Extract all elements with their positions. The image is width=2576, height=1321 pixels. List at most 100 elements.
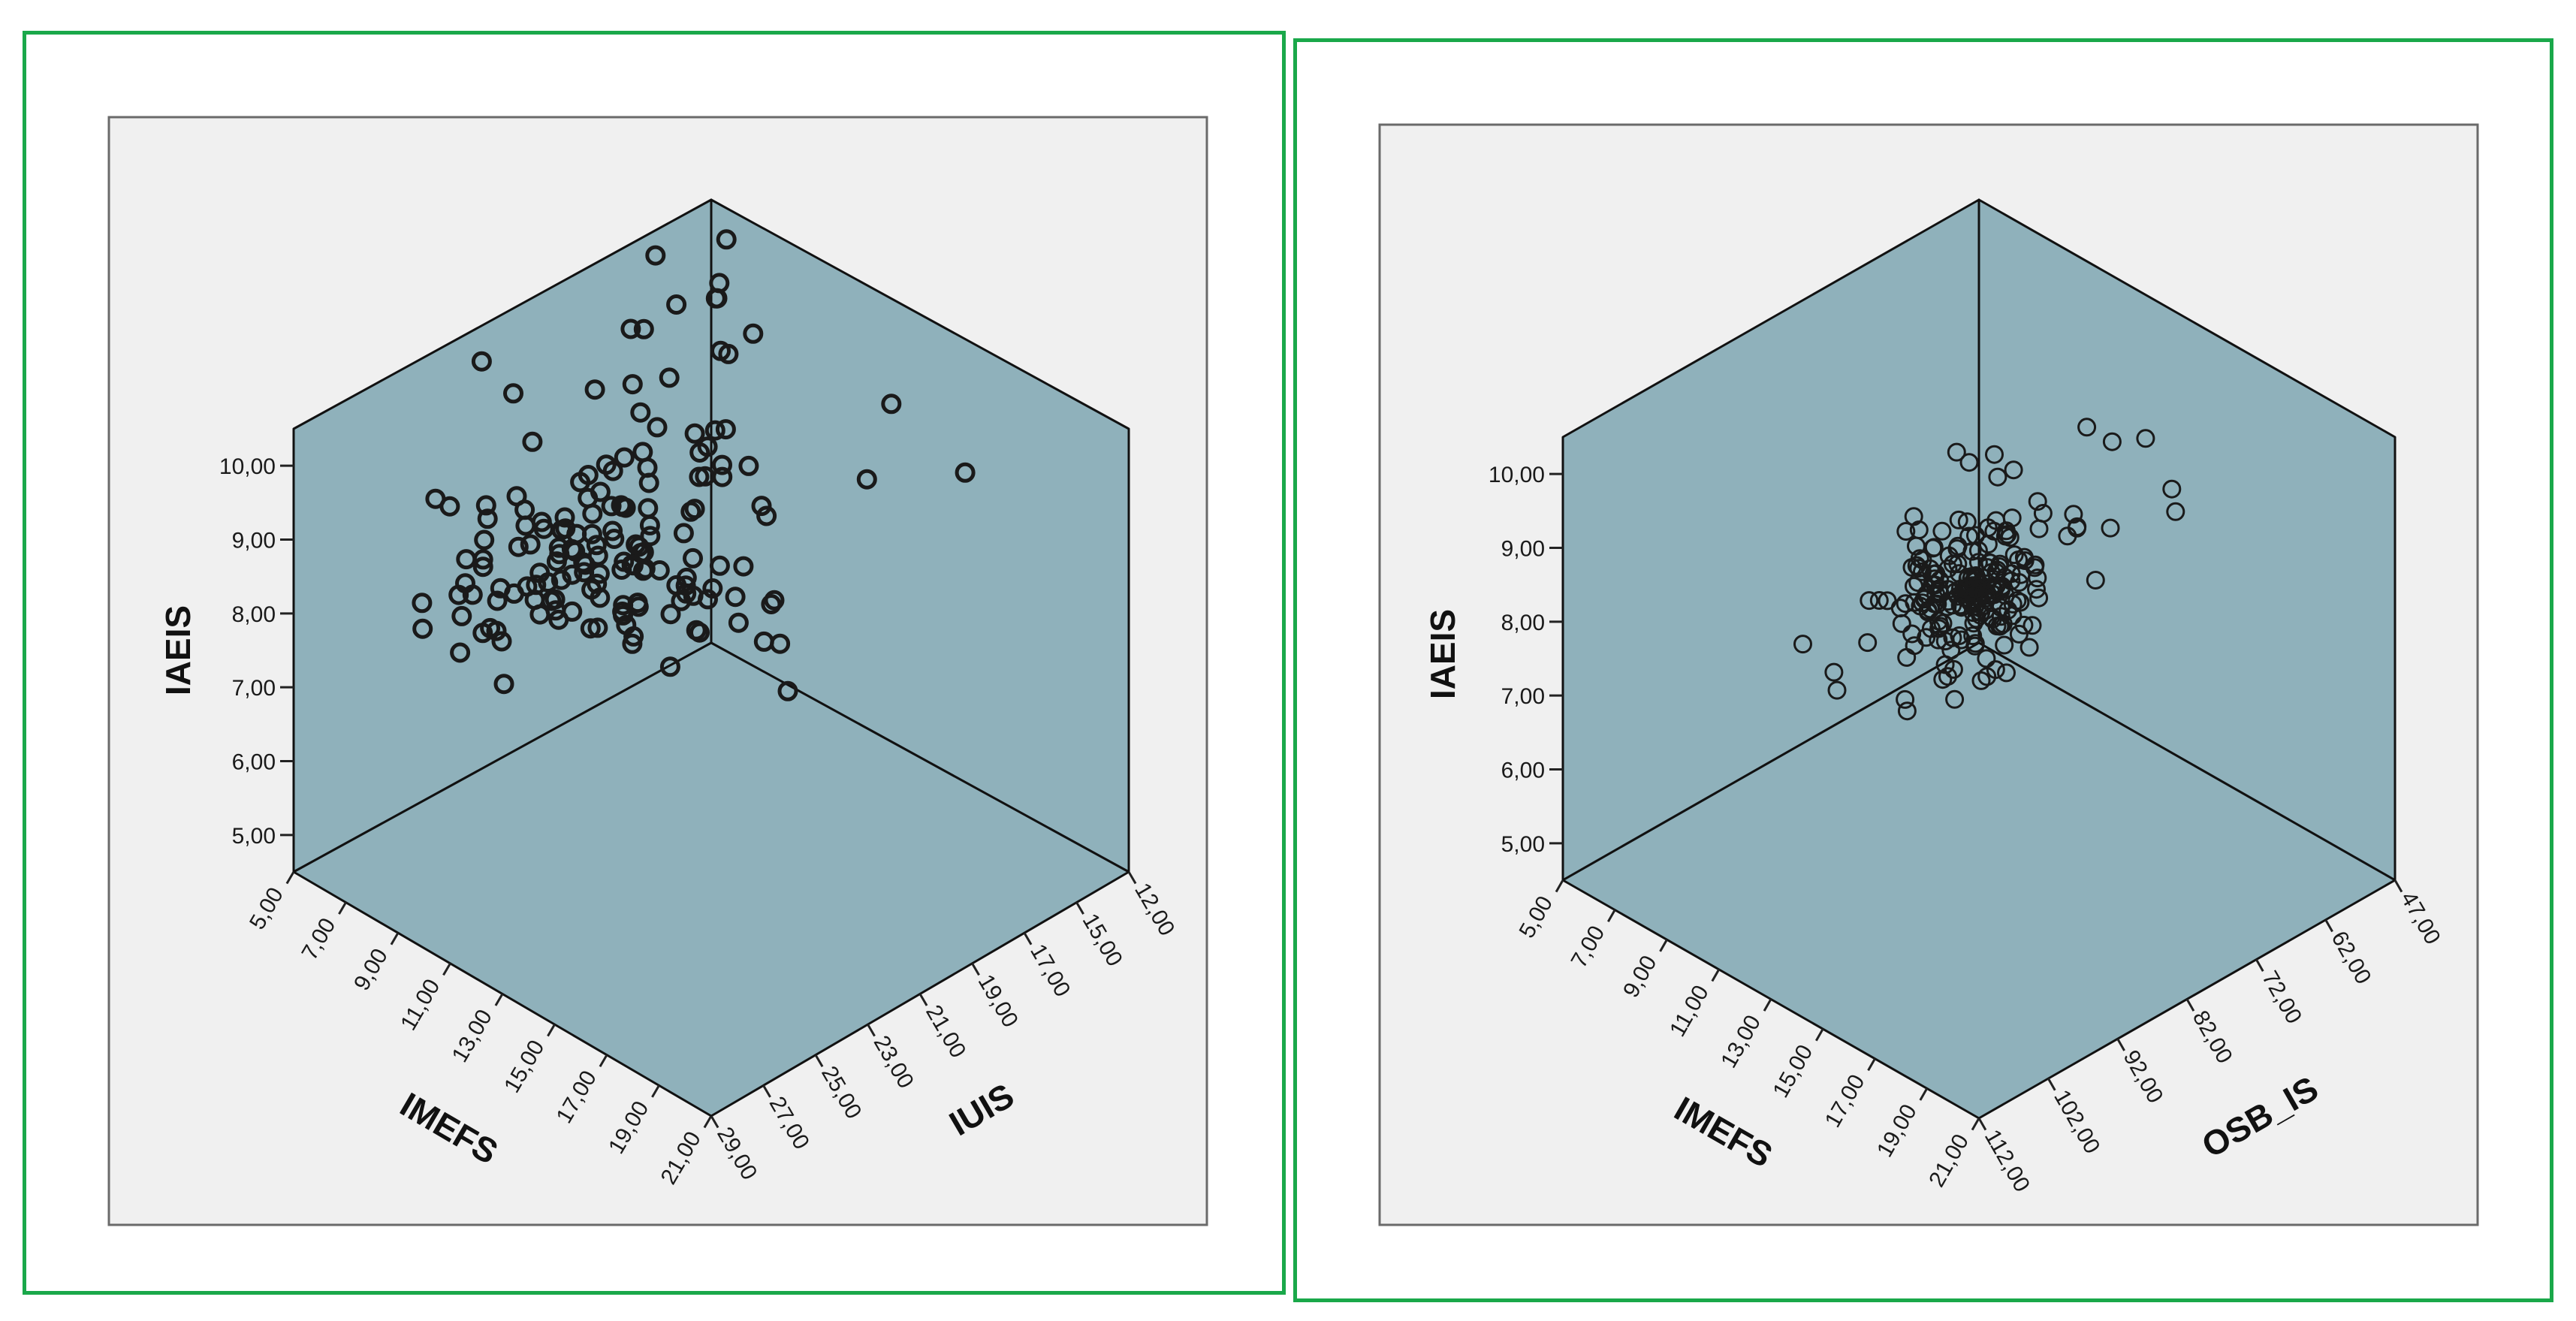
- data-point: [1948, 554, 1968, 574]
- data-point: [2004, 460, 2023, 480]
- z-tick: [1075, 901, 1084, 915]
- z-tick: [2324, 919, 2333, 933]
- data-point: [702, 578, 723, 599]
- data-point: [493, 674, 514, 695]
- data-point: [777, 680, 798, 701]
- data-point: [645, 245, 666, 266]
- data-point: [584, 379, 605, 400]
- data-point: [1993, 614, 2013, 634]
- data-point: [486, 620, 507, 641]
- data-point: [1896, 522, 1916, 541]
- data-point: [474, 529, 495, 550]
- z-tick: [710, 1115, 719, 1129]
- data-point: [1965, 634, 1985, 653]
- data-point: [683, 547, 703, 569]
- data-point: [2022, 616, 2042, 635]
- data-point: [622, 633, 643, 654]
- y-axis: 5,00 6,00 7,00 8,00 9,00 10,00: [1489, 463, 1563, 857]
- x-tick: [547, 1024, 556, 1037]
- y-tick-label: 6,00: [1501, 759, 1545, 783]
- data-point: [632, 560, 653, 581]
- data-point: [623, 626, 644, 647]
- data-point: [2102, 432, 2122, 451]
- z-tick: [2047, 1078, 2056, 1091]
- data-point: [2010, 593, 2030, 612]
- data-point: [751, 496, 772, 517]
- data-point: [412, 618, 433, 639]
- x-tick: [1659, 939, 1668, 952]
- data-point: [506, 486, 527, 507]
- data-point: [695, 466, 716, 487]
- data-point: [2086, 571, 2105, 590]
- data-point: [1932, 521, 1952, 541]
- data-point: [1949, 510, 1968, 529]
- data-point: [1869, 591, 1889, 610]
- y-tick-label: 7,00: [1501, 684, 1545, 709]
- x-tick: [1555, 879, 1564, 893]
- data-point: [554, 507, 575, 528]
- x-tick: [338, 901, 347, 915]
- x-tick: [1867, 1058, 1876, 1072]
- data-point: [1860, 591, 1879, 611]
- data-point: [684, 499, 705, 520]
- data-point: [587, 617, 608, 638]
- y-axis-title: IAEIS: [1423, 609, 1462, 699]
- x-tick: [442, 963, 451, 976]
- data-point: [660, 604, 681, 625]
- data-point: [451, 605, 472, 626]
- x-tick: [651, 1084, 660, 1098]
- data-point: [1981, 562, 2001, 582]
- data-points: [1793, 418, 2185, 721]
- data-point: [1913, 562, 1932, 581]
- data-point: [2009, 550, 2029, 569]
- data-points: [412, 229, 976, 701]
- scatter-3d-chart-1: 5,00 6,00 7,00 8,00 9,00 10,00 IAEIS 5,00 7,00 9,…: [107, 116, 1208, 1226]
- data-point: [425, 488, 446, 509]
- y-tick-label: 8,00: [232, 602, 276, 627]
- data-point: [596, 454, 617, 475]
- data-point: [738, 455, 759, 476]
- data-point: [1986, 511, 2006, 530]
- data-point: [1896, 689, 1915, 709]
- data-point: [2019, 638, 2039, 657]
- data-point: [1929, 582, 1949, 602]
- y-tick-label: 10,00: [1489, 463, 1545, 487]
- data-point: [2077, 418, 2097, 437]
- data-point: [1947, 442, 1966, 462]
- data-point: [1956, 579, 1975, 599]
- data-point: [1824, 662, 1844, 682]
- data-point: [1963, 626, 1983, 646]
- data-point: [1973, 596, 1992, 616]
- scatter-3d-chart-2: 5,00 6,00 7,00 8,00 9,00 10,00 IAEIS 5,00 7,00 9,…: [1378, 123, 2479, 1226]
- data-point: [1971, 671, 1991, 690]
- data-point: [520, 534, 541, 555]
- data-point: [2166, 502, 2185, 521]
- data-point: [1997, 663, 2016, 683]
- data-point: [1897, 701, 1917, 721]
- data-point: [2028, 492, 2047, 511]
- data-point: [471, 351, 492, 372]
- data-point: [2101, 518, 2120, 538]
- chart-panel-1: 5,00 6,00 7,00 8,00 9,00 10,00 IAEIS 5,00 7,00 9,…: [23, 31, 1286, 1295]
- data-point: [1963, 603, 1983, 623]
- z-tick: [1127, 871, 1137, 885]
- data-point: [1990, 617, 2010, 636]
- data-point: [522, 431, 543, 452]
- data-point: [1897, 647, 1917, 667]
- data-point: [590, 587, 611, 608]
- data-point: [562, 564, 583, 585]
- data-point: [1980, 553, 1999, 572]
- data-point: [715, 419, 736, 440]
- data-point: [1977, 649, 1996, 668]
- data-point: [2014, 615, 2034, 635]
- x-tick: [1919, 1087, 1929, 1101]
- data-point: [2136, 429, 2155, 448]
- data-point: [615, 497, 636, 518]
- data-point: [1984, 521, 2004, 541]
- data-point: [582, 503, 603, 524]
- data-point: [541, 590, 562, 611]
- data-point: [1929, 630, 1948, 650]
- data-point: [623, 555, 644, 576]
- data-point: [710, 340, 731, 361]
- data-point: [626, 534, 647, 555]
